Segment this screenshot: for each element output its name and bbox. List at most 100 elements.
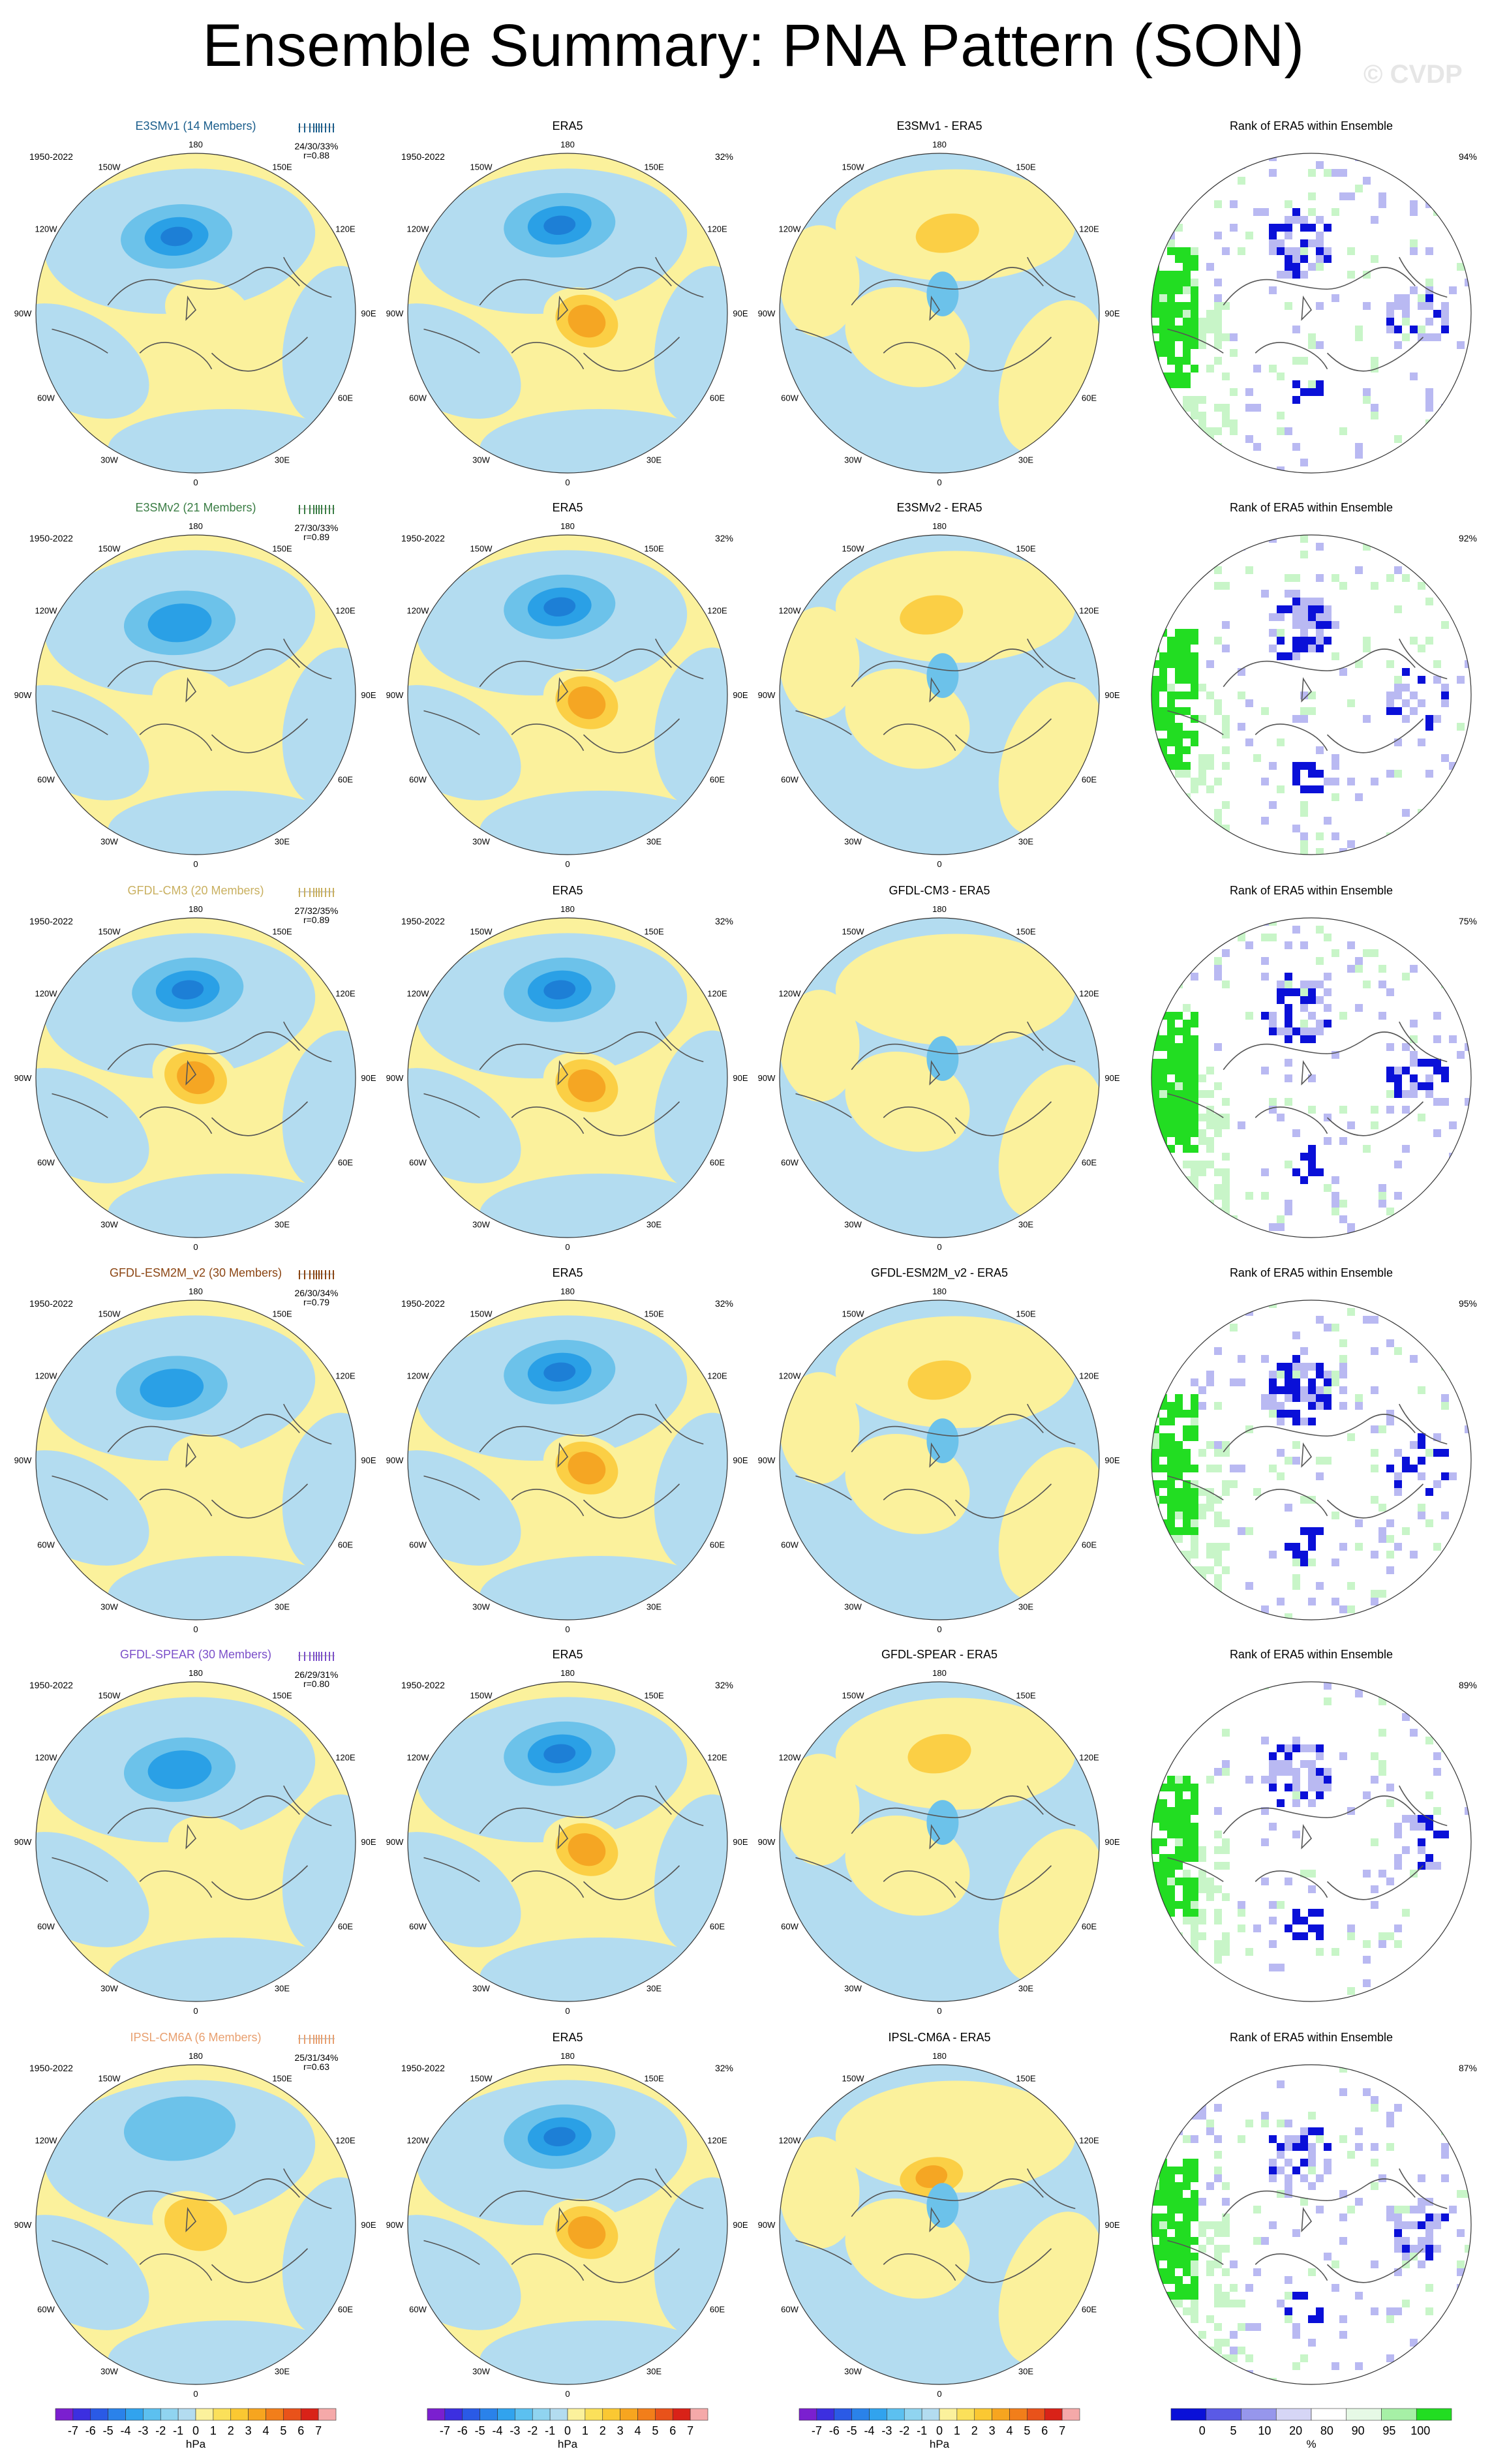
hpa-colorbar-model: -7 -6 -5 -4 -3 -2 -1 0 1 2 3 4 5 6 7 hPa — [55, 2408, 337, 2450]
hpa-colorbar-model-swatch — [108, 2408, 126, 2421]
hpa-colorbar-model-swatch — [213, 2408, 232, 2421]
obs-lon-label: 30E — [647, 1983, 662, 1993]
model-pna-map — [35, 1681, 356, 2002]
rank-colorbar-swatch — [1346, 2408, 1382, 2421]
hpa-colorbar-diff-tick-label: -4 — [864, 2424, 874, 2437]
obs-lon-label: 120W — [407, 224, 430, 234]
diff-lon-label: 120W — [779, 989, 802, 999]
obs-lon-label: 30W — [472, 836, 490, 846]
obs-lon-label: 150E — [644, 2074, 664, 2084]
model-lon-label: 30W — [100, 1219, 118, 1229]
ensemble-stats: 26/29/31% — [295, 1669, 339, 1680]
diff-title: GFDL-ESM2M_v2 - ERA5 — [871, 1266, 1008, 1280]
rank-map — [1151, 1300, 1472, 1620]
diff-lon-label: 0 — [937, 1624, 941, 1634]
ensemble-stats: 25/31/34% — [295, 2052, 339, 2063]
obs-lon-label: 180 — [560, 904, 575, 914]
watermark: © CVDP — [1363, 60, 1463, 89]
hpa-colorbar-diff-tick-label: 2 — [971, 2424, 978, 2437]
model-lon-label: 90E — [361, 309, 376, 318]
hpa-colorbar-obs-tick-label: 2 — [600, 2424, 606, 2437]
hpa-colorbar-model-swatch — [300, 2408, 319, 2421]
hpa-colorbar-obs-unit: hPa — [558, 2438, 578, 2450]
hpa-colorbar-diff-swatch — [869, 2408, 887, 2421]
obs-pna-map — [407, 917, 728, 1238]
pattern-correlation: r=0.79 — [303, 1297, 329, 1307]
diff-lon-label: 180 — [932, 140, 947, 149]
model-title: GFDL-SPEAR (30 Members) — [120, 1648, 271, 1661]
obs-lon-label: 150W — [470, 2074, 493, 2084]
model-lon-label: 150W — [99, 1691, 121, 1701]
model-lon-label: 60W — [37, 2305, 55, 2315]
period-label: 1950-2022 — [29, 2063, 73, 2073]
obs-lon-label: 60W — [409, 1922, 427, 1932]
hpa-colorbar-obs-swatch — [515, 2408, 533, 2421]
obs-lon-label: 180 — [560, 140, 575, 149]
rank-colorbar-tick-label: 20 — [1289, 2424, 1302, 2437]
diff-lon-label: 90W — [758, 1837, 776, 1847]
hpa-colorbar-obs-swatch — [462, 2408, 480, 2421]
diff-lon-label: 120E — [1079, 2136, 1099, 2146]
hpa-colorbar-model-swatch — [55, 2408, 74, 2421]
rank-pct: 75% — [1459, 916, 1477, 926]
model-lon-label: 30W — [100, 455, 118, 464]
obs-lon-label: 180 — [560, 1668, 575, 1678]
diff-lon-label: 180 — [932, 2051, 947, 2061]
hpa-colorbar-diff-tick-label: -6 — [829, 2424, 840, 2437]
hpa-colorbar-obs-tick-label: -3 — [510, 2424, 520, 2437]
diff-title: E3SMv1 - ERA5 — [896, 119, 982, 132]
hpa-colorbar-model-unit: hPa — [186, 2438, 206, 2450]
hpa-colorbar-obs-tick-label: -1 — [545, 2424, 555, 2437]
model-lon-label: 30E — [275, 2366, 290, 2376]
obs-lon-label: 60E — [710, 1158, 725, 1168]
diff-lon-label: 30W — [844, 2366, 862, 2376]
diff-lon-label: 150W — [842, 2074, 865, 2084]
model-lon-label: 150E — [272, 1309, 292, 1319]
hpa-colorbar-diff-swatch — [1009, 2408, 1028, 2421]
obs-lon-label: 60E — [710, 2305, 725, 2315]
obs-lon-label: 90E — [733, 2220, 748, 2230]
obs-title: ERA5 — [552, 501, 583, 514]
diff-map — [779, 2064, 1100, 2385]
hpa-colorbar-obs-swatch — [567, 2408, 586, 2421]
model-lon-label: 90W — [14, 1455, 32, 1465]
diff-lon-label: 120E — [1079, 1371, 1099, 1381]
hpa-colorbar-model-tick-label: -5 — [103, 2424, 114, 2437]
diff-lon-label: 0 — [937, 859, 941, 869]
hpa-colorbar-diff-tick-label: 7 — [1059, 2424, 1065, 2437]
model-lon-label: 60W — [37, 1540, 55, 1550]
model-lon-label: 60W — [37, 1922, 55, 1932]
diff-title: E3SMv2 - ERA5 — [896, 501, 982, 514]
period-label: 1950-2022 — [401, 1680, 445, 1690]
obs-lon-label: 150E — [644, 162, 664, 172]
model-lon-label: 90W — [14, 2220, 32, 2230]
rank-colorbar-swatch — [1311, 2408, 1347, 2421]
model-lon-label: 60E — [338, 393, 353, 403]
obs-lon-label: 60E — [710, 1540, 725, 1550]
model-title: IPSL-CM6A (6 Members) — [130, 2031, 261, 2044]
diff-lon-label: 60W — [781, 1158, 799, 1168]
diff-lon-label: 30E — [1018, 2366, 1033, 2376]
hpa-colorbar-obs-tick-label: -2 — [527, 2424, 538, 2437]
hpa-colorbar-model-swatch — [177, 2408, 196, 2421]
model-lon-label: 0 — [193, 859, 198, 869]
hpa-colorbar-obs-tick-label: -5 — [475, 2424, 485, 2437]
obs-pna-map — [407, 1300, 728, 1620]
hpa-colorbar-diff-swatch — [887, 2408, 905, 2421]
pattern-correlation: r=0.63 — [303, 2061, 329, 2072]
obs-lon-label: 120E — [707, 1371, 727, 1381]
hpa-colorbar-model-swatch — [248, 2408, 266, 2421]
obs-lon-label: 30E — [647, 1219, 662, 1229]
hpa-colorbar-obs-swatch — [620, 2408, 638, 2421]
rank-colorbar-tick-label: 10 — [1258, 2424, 1271, 2437]
diff-lon-label: 0 — [937, 2006, 941, 2016]
diff-lon-label: 30W — [844, 1983, 862, 1993]
period-label: 1950-2022 — [29, 151, 73, 162]
diff-lon-label: 30E — [1018, 836, 1033, 846]
diff-lon-label: 120E — [1079, 606, 1099, 616]
diff-lon-label: 30E — [1018, 455, 1033, 464]
obs-lon-label: 0 — [565, 1624, 570, 1634]
model-lon-label: 120W — [35, 224, 58, 234]
hpa-colorbar-model-tick-label: -4 — [120, 2424, 130, 2437]
